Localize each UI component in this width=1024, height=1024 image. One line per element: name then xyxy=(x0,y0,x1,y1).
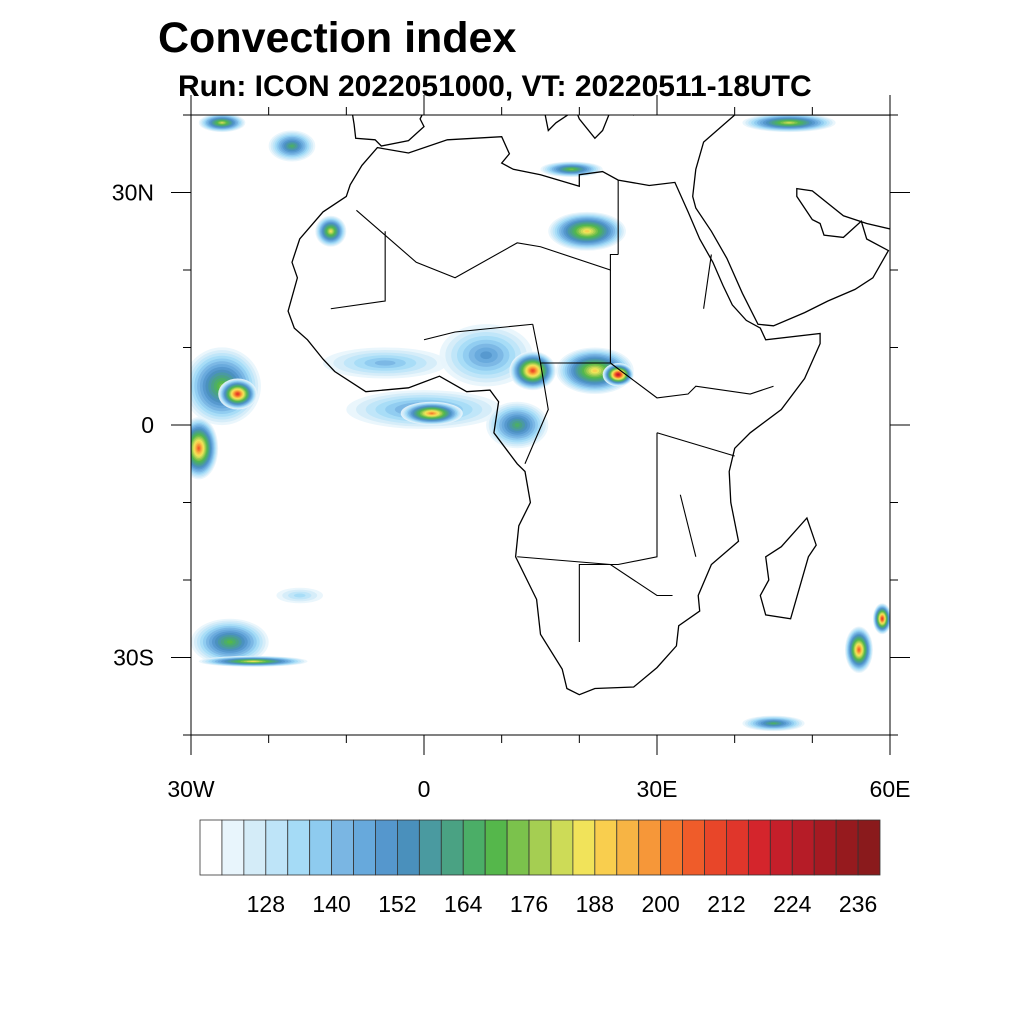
colorbar-box xyxy=(397,819,420,876)
y-tick-label: 30N xyxy=(112,180,154,206)
convection-cell xyxy=(858,648,860,651)
colorbar-label: 236 xyxy=(839,891,877,917)
convection-cell xyxy=(226,640,233,644)
y-tick-label: 0 xyxy=(141,412,154,438)
convection-cell xyxy=(236,393,239,395)
convection-cell xyxy=(430,412,434,414)
colorbar-box xyxy=(287,819,311,876)
x-tick-label: 30W xyxy=(167,776,215,802)
colorbar-label: 212 xyxy=(707,891,745,917)
convection-cell xyxy=(374,360,396,366)
colorbar-box xyxy=(857,819,881,876)
country-border xyxy=(517,556,673,597)
colorbar-box xyxy=(747,819,771,876)
colorbar-box xyxy=(572,819,596,876)
x-tick-label: 30E xyxy=(637,776,678,802)
y-tick-label: 30S xyxy=(113,645,154,671)
colorbar-box xyxy=(594,819,618,876)
field-layer xyxy=(191,115,890,732)
country-border xyxy=(656,432,735,457)
convection-cell xyxy=(617,374,619,376)
colorbar-label: 176 xyxy=(510,891,548,917)
convection-cell xyxy=(329,230,332,233)
convection-cell xyxy=(584,230,590,233)
convection-cell xyxy=(531,369,534,372)
colorbar-label: 200 xyxy=(641,891,679,917)
country-border xyxy=(524,362,549,464)
coastline-africa xyxy=(287,136,821,696)
x-tick-label: 60E xyxy=(870,776,911,802)
colorbar-box xyxy=(309,819,333,876)
colorbar-box xyxy=(418,819,442,876)
colorbar-box xyxy=(813,819,837,876)
colorbar-box xyxy=(791,819,815,876)
country-border xyxy=(578,432,658,642)
convection-cell xyxy=(592,369,598,373)
colorbar-box xyxy=(506,819,530,876)
convection-cell xyxy=(480,351,492,360)
convection-cell xyxy=(786,122,792,124)
colorbar-box xyxy=(726,819,749,876)
colorbar-box xyxy=(221,819,245,876)
colorbar-box xyxy=(660,819,683,876)
colorbar-box xyxy=(704,819,727,876)
convection-cell xyxy=(197,446,200,450)
colorbar-box xyxy=(550,819,574,876)
colorbar-label: 188 xyxy=(576,891,614,917)
convection-cell xyxy=(293,593,306,598)
colorbar-box xyxy=(835,819,859,876)
country-border xyxy=(610,362,774,399)
country-border xyxy=(532,270,611,364)
colorbar-box xyxy=(331,819,354,876)
colorbar-label: 224 xyxy=(773,891,812,917)
colorbar-box xyxy=(243,819,267,876)
convection-cell xyxy=(220,122,224,124)
colorbar-box xyxy=(462,819,486,876)
country-border xyxy=(703,254,712,309)
colorbar-label: 128 xyxy=(247,891,285,917)
colorbar-box xyxy=(682,819,705,876)
coastline-iberia xyxy=(351,115,425,147)
colorbar-label: 140 xyxy=(312,891,350,917)
coastline-italy xyxy=(543,115,569,132)
chart-title: Convection index xyxy=(158,14,517,62)
colorbar-box xyxy=(616,819,640,876)
colorbar-label: 164 xyxy=(444,891,483,917)
colorbar-box xyxy=(528,819,552,876)
colorbar-label: 152 xyxy=(378,891,416,917)
convection-cell xyxy=(290,144,294,148)
x-tick-label: 0 xyxy=(418,776,431,802)
colorbar-box xyxy=(375,819,398,876)
colorbar-box xyxy=(199,819,223,876)
chart-subtitle: Run: ICON 2022051000, VT: 20220511-18UTC xyxy=(178,70,812,103)
colorbar-box xyxy=(353,819,376,876)
colorbar-box xyxy=(265,819,289,876)
colorbar-box xyxy=(638,819,662,876)
country-border xyxy=(679,494,697,557)
coastline-madagascar xyxy=(759,516,817,620)
convection-cell xyxy=(569,168,574,170)
coastline-balkans xyxy=(577,115,635,140)
convection-cell xyxy=(770,722,777,725)
country-border xyxy=(423,323,533,341)
coastline-arabia xyxy=(692,115,890,327)
colorbar-box xyxy=(440,819,464,876)
country-border xyxy=(330,231,386,310)
convection-cell xyxy=(514,423,520,427)
country-border xyxy=(356,209,619,279)
convection-cell xyxy=(881,618,883,620)
convection-cell xyxy=(249,661,257,662)
colorbar-box xyxy=(484,819,508,876)
colorbar-box xyxy=(769,819,793,876)
